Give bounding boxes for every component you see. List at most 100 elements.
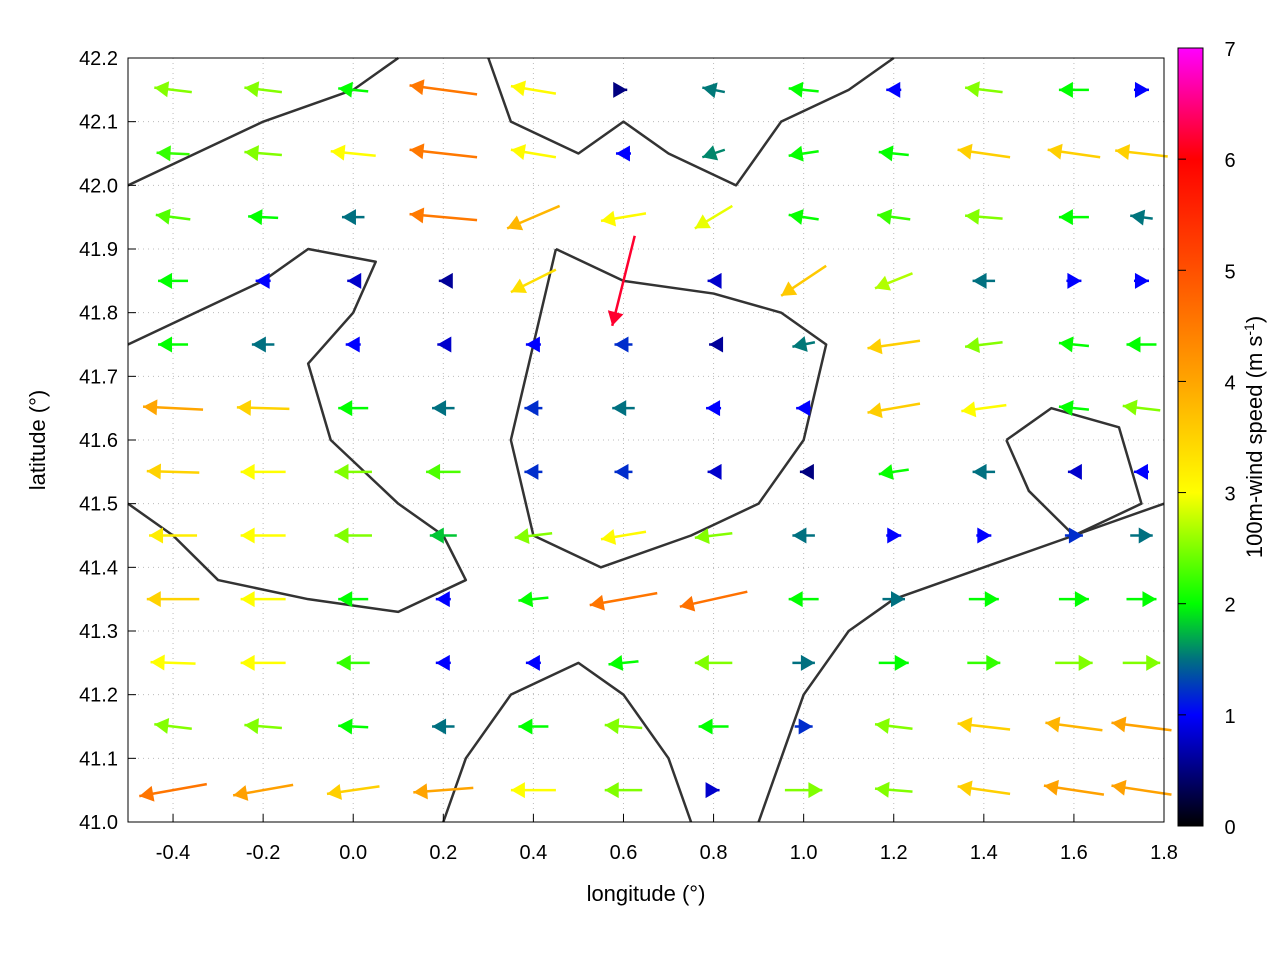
wind-vector-head (878, 145, 894, 162)
wind-vector-head (510, 80, 527, 97)
wind-vector (613, 81, 628, 98)
wind-vector (409, 79, 478, 96)
wind-vector (694, 528, 733, 545)
wind-vector (518, 591, 549, 608)
wind-vector-head (1111, 716, 1127, 733)
wind-vector (867, 402, 921, 419)
wind-vector (506, 204, 561, 231)
wind-vector-head (518, 591, 534, 608)
y-tick-label: 41.5 (79, 494, 118, 516)
wind-vector-head (426, 463, 441, 480)
wind-vector-head (158, 272, 173, 289)
wind-vector (514, 528, 553, 545)
wind-vector-head (347, 272, 362, 289)
wind-vector (604, 782, 643, 799)
wind-vector-head (336, 654, 351, 671)
y-tick-label: 41.7 (79, 366, 118, 388)
terrain-contour (127, 56, 399, 187)
grid-lines (128, 57, 1165, 823)
wind-vector-head (972, 272, 987, 289)
wind-vector (694, 204, 733, 230)
wind-vector-head (607, 310, 624, 326)
wind-vector (957, 780, 1011, 797)
wind-vector-head (409, 143, 425, 160)
wind-vector (877, 208, 911, 225)
wind-vector (1066, 272, 1082, 289)
wind-vector-head (867, 338, 883, 355)
wind-vector (240, 591, 286, 608)
wind-vector (334, 463, 372, 480)
wind-vector-head (792, 527, 807, 544)
y-tick-label: 41.8 (79, 303, 118, 325)
wind-vector-head (1047, 143, 1063, 160)
wind-vector-head (874, 275, 891, 291)
wind-vector (707, 272, 722, 289)
wind-vector (1126, 591, 1157, 608)
wind-vector-head (1058, 336, 1074, 353)
wind-vector-head (338, 718, 353, 735)
wind-vector (338, 81, 369, 98)
wind-vector (706, 400, 722, 417)
wind-vector-head (694, 528, 710, 545)
wind-vector-head (1068, 527, 1083, 544)
wind-vectors (139, 79, 1172, 802)
wind-vector (158, 272, 189, 289)
wind-vector (964, 81, 1003, 98)
y-tick-label: 41.1 (79, 748, 118, 770)
wind-vector (788, 145, 819, 162)
wind-vector (156, 145, 190, 162)
wind-vector (1058, 81, 1089, 98)
terrain-contour (487, 56, 895, 187)
y-axis-label: latitude (°) (25, 390, 50, 491)
wind-vector-head (409, 79, 425, 96)
wind-vector-head (788, 209, 804, 225)
wind-vector (707, 463, 722, 480)
wind-vector (878, 145, 909, 162)
wind-vector (338, 718, 369, 735)
wind-vector-head (612, 400, 627, 417)
wind-vector-head (957, 780, 973, 797)
wind-vector-head (788, 591, 803, 608)
wind-vector (142, 399, 204, 416)
wind-vector-head (1130, 209, 1146, 226)
wind-vector (874, 781, 913, 798)
wind-vector (1055, 654, 1093, 671)
wind-vector-head (334, 527, 349, 544)
wind-vector-head (808, 782, 823, 799)
wind-vector (1058, 591, 1089, 608)
wind-vector-head (1058, 209, 1073, 226)
wind-vector (255, 272, 271, 289)
y-tick-label: 41.3 (79, 621, 118, 643)
wind-vector (409, 143, 478, 160)
wind-vector (886, 527, 902, 544)
wind-vector (334, 527, 372, 544)
wind-vector (154, 81, 192, 98)
wind-vector-head (525, 654, 540, 671)
wind-vector (1115, 144, 1168, 161)
wind-vector (612, 400, 635, 417)
wind-vector (604, 718, 643, 735)
x-tick-label: -0.4 (156, 842, 190, 864)
wind-vector (972, 272, 996, 289)
wind-vector-head (702, 82, 718, 99)
wind-vector (976, 527, 992, 544)
wind-vector-head (890, 591, 905, 608)
wind-vector-head (154, 81, 170, 98)
wind-vector (709, 336, 724, 353)
wind-vector-head (706, 400, 721, 417)
wind-vector-head (510, 278, 527, 293)
colorbar-tick-label: 7 (1224, 39, 1235, 61)
wind-vector-head (961, 401, 977, 418)
wind-vector (330, 144, 376, 161)
wind-vector-head (524, 400, 539, 417)
wind-vector (338, 400, 369, 417)
wind-vector (788, 209, 819, 225)
wind-vector-head (977, 527, 992, 544)
wind-vector-head (338, 81, 353, 98)
wind-vector (967, 654, 1001, 671)
x-tick-label: -0.2 (246, 842, 280, 864)
wind-vector (1122, 654, 1161, 671)
wind-vector-head (957, 143, 973, 160)
wind-vector-head (514, 528, 530, 545)
